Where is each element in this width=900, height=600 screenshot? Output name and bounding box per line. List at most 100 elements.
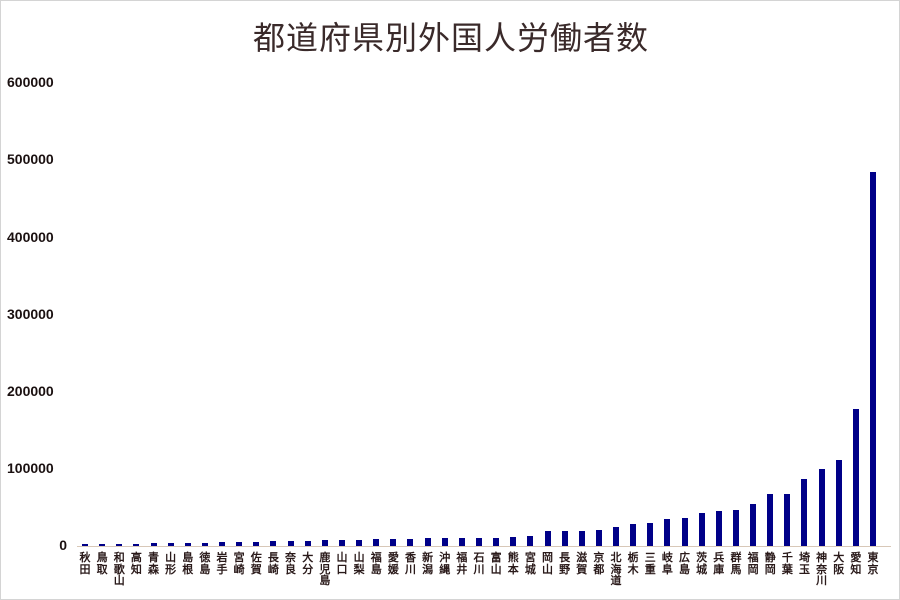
bar bbox=[493, 538, 500, 546]
x-tick-label: 千葉 bbox=[781, 551, 793, 576]
x-tick-label: 高知 bbox=[130, 551, 142, 576]
y-tick-100000: 100000 bbox=[7, 460, 54, 476]
bar bbox=[475, 538, 482, 546]
x-tick-label: 静岡 bbox=[764, 551, 776, 576]
x-tick-label: 岡山 bbox=[542, 551, 553, 576]
x-tick-label: 群馬 bbox=[730, 551, 742, 576]
bar bbox=[510, 537, 517, 546]
bar bbox=[647, 523, 654, 546]
x-tick-label: 福井 bbox=[456, 551, 468, 576]
x-axis-line bbox=[77, 546, 891, 547]
bar bbox=[236, 542, 243, 546]
x-tick-label: 広島 bbox=[679, 551, 691, 576]
bar bbox=[544, 531, 551, 546]
x-tick-label: 福岡 bbox=[747, 551, 759, 576]
bar bbox=[304, 541, 311, 546]
x-tick-label: 徳島 bbox=[199, 551, 211, 576]
x-tick-label: 沖縄 bbox=[439, 551, 451, 576]
x-tick-label: 石川 bbox=[473, 551, 485, 576]
bar bbox=[99, 544, 106, 546]
y-tick-0: 0 bbox=[59, 537, 67, 553]
x-tick-label: 宮崎 bbox=[233, 551, 245, 576]
bar bbox=[715, 511, 722, 546]
bar bbox=[441, 538, 448, 546]
y-tick-400000: 400000 bbox=[7, 229, 54, 245]
bar bbox=[82, 544, 88, 546]
bar bbox=[595, 530, 602, 546]
bar bbox=[681, 518, 688, 546]
x-tick-label: 福島 bbox=[370, 551, 382, 576]
bar bbox=[613, 527, 620, 546]
x-tick-label: 山口 bbox=[336, 551, 348, 576]
x-tick-label: 島根 bbox=[182, 551, 194, 576]
bar bbox=[201, 543, 208, 546]
bar bbox=[321, 540, 328, 546]
x-tick-label: 三重 bbox=[644, 551, 656, 576]
x-tick-label: 大阪 bbox=[833, 551, 845, 576]
x-tick-label: 青森 bbox=[148, 551, 160, 576]
bar bbox=[784, 494, 791, 546]
x-tick-label: 兵庫 bbox=[713, 551, 725, 576]
x-tick-label: 岐阜 bbox=[661, 551, 673, 576]
bar bbox=[184, 543, 191, 546]
bar bbox=[664, 519, 671, 546]
x-tick-label: 岩手 bbox=[216, 551, 228, 576]
x-tick-label: 鳥取 bbox=[96, 551, 108, 576]
x-tick-label: 埼玉 bbox=[798, 551, 810, 576]
x-tick-label: 熊本 bbox=[507, 551, 519, 576]
bar bbox=[219, 542, 226, 546]
x-tick-label: 滋賀 bbox=[576, 551, 588, 576]
bar bbox=[801, 479, 808, 546]
x-tick-label: 奈良 bbox=[285, 551, 297, 576]
bar bbox=[253, 542, 260, 546]
bar bbox=[116, 544, 123, 546]
bar bbox=[698, 513, 705, 546]
y-tick-600000: 600000 bbox=[7, 74, 54, 90]
bar bbox=[424, 538, 431, 546]
x-tick-label: 北海道 bbox=[610, 551, 622, 587]
bar bbox=[869, 172, 876, 546]
bar bbox=[270, 541, 277, 546]
bar bbox=[767, 494, 774, 546]
x-tick-label: 栃木 bbox=[627, 551, 639, 576]
x-tick-label: 長野 bbox=[559, 551, 571, 576]
x-tick-label: 愛知 bbox=[850, 551, 862, 576]
bar bbox=[630, 524, 637, 546]
bar bbox=[527, 536, 534, 546]
bar bbox=[818, 469, 825, 546]
bar bbox=[133, 544, 140, 546]
x-tick-label: 山梨 bbox=[353, 551, 365, 576]
bar bbox=[167, 543, 174, 546]
y-tick-200000: 200000 bbox=[7, 383, 54, 399]
x-tick-label: 宮城 bbox=[524, 551, 536, 576]
bar bbox=[561, 531, 568, 546]
x-tick-label: 神奈川 bbox=[816, 551, 828, 587]
x-tick-label: 和歌山 bbox=[113, 551, 125, 587]
x-tick-label: 山形 bbox=[165, 551, 177, 576]
bar bbox=[150, 543, 157, 546]
bar bbox=[458, 538, 465, 546]
bar bbox=[852, 409, 859, 546]
x-tick-label: 富山 bbox=[490, 551, 502, 576]
x-tick-label: 秋田 bbox=[79, 551, 91, 576]
bar bbox=[732, 510, 739, 546]
x-tick-label: 東京 bbox=[867, 551, 879, 576]
x-tick-label: 茨城 bbox=[696, 551, 708, 576]
x-tick-label: 香川 bbox=[404, 551, 416, 576]
chart-title: 都道府県別外国人労働者数 bbox=[252, 19, 649, 57]
y-tick-300000: 300000 bbox=[7, 306, 54, 322]
x-tick-label: 長崎 bbox=[267, 551, 279, 576]
x-tick-label: 京都 bbox=[593, 551, 605, 576]
x-tick-label: 佐賀 bbox=[250, 551, 262, 576]
bar bbox=[835, 460, 842, 546]
bar bbox=[287, 541, 294, 546]
y-tick-500000: 500000 bbox=[7, 151, 54, 167]
bar bbox=[373, 539, 380, 546]
x-tick-label: 愛媛 bbox=[387, 551, 399, 576]
bar bbox=[390, 539, 397, 546]
x-tick-label: 鹿児島 bbox=[319, 551, 331, 587]
x-tick-label: 新潟 bbox=[422, 551, 434, 576]
bar bbox=[407, 539, 414, 546]
bar bbox=[356, 540, 363, 546]
